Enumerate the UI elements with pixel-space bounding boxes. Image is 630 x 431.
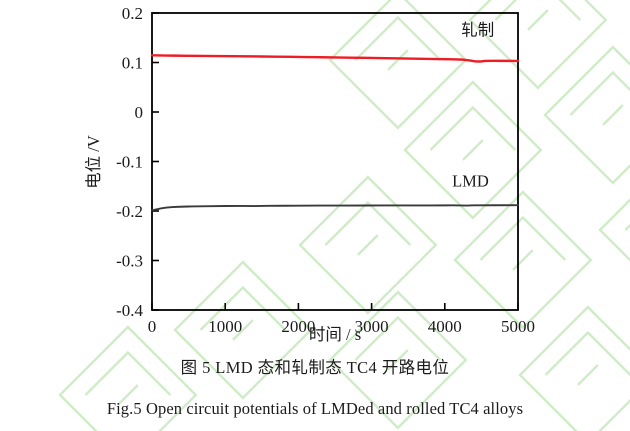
svg-text:5000: 5000 [501,317,535,336]
y-axis-ticks [152,12,159,311]
svg-text:0.2: 0.2 [122,4,143,23]
annotation-LMD: LMD [452,171,489,190]
svg-text:0.1: 0.1 [122,54,143,73]
plot-area: 0 1000 2000 3000 4000 5000 0.20.10-0.1-0.2-0.… [84,4,535,344]
series-annotations: 轧制 LMD [452,20,494,190]
figure-caption-chinese: 图 5 LMD 态和轧制态 TC4 开路电位 [180,358,450,377]
annotation-轧制: 轧制 [461,20,494,39]
svg-text:-0.3: -0.3 [116,252,143,271]
figure-caption-english: Fig.5 Open circuit potentials of LMDed a… [106,399,524,418]
series-line-轧制 [150,54,520,63]
svg-text:-0.1: -0.1 [116,153,143,172]
svg-text:4000: 4000 [428,317,462,336]
x-axis-ticks [151,303,519,310]
x-axis-label: 时间 / s [309,325,361,344]
y-axis-tick-labels: 0.2 0.1 0 -0.1 -0.2 -0.3 -0.4 [116,4,143,320]
svg-text:0: 0 [148,317,157,336]
series-line-LMD [151,204,519,212]
y-axis-label: 电位 /V [84,135,103,189]
svg-text:-0.2: -0.2 [116,202,143,221]
svg-text:0: 0 [135,103,144,122]
svg-text:-0.4: -0.4 [116,301,143,320]
open-circuit-potential-chart: 0 1000 2000 3000 4000 5000 0.2 0.1 0 -0.1 -0.2 -0.… [84,4,535,344]
svg-text:1000: 1000 [208,317,242,336]
